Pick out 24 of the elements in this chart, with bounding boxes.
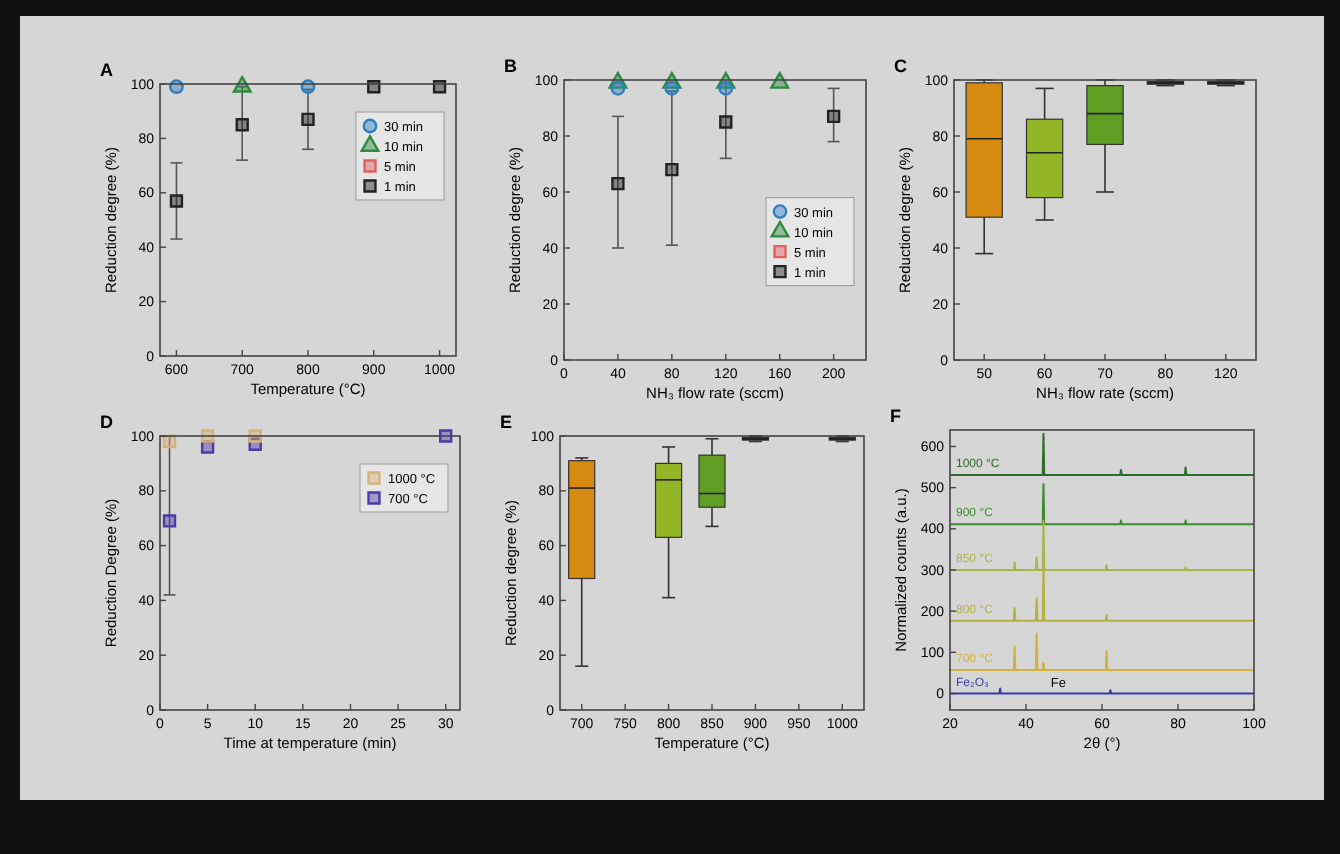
point [610, 81, 626, 96]
point [162, 514, 177, 528]
point [611, 176, 625, 191]
chart-title: F [890, 406, 902, 426]
chart-title: E [500, 412, 513, 432]
point [770, 71, 790, 89]
point [169, 194, 184, 208]
chart-title: C [894, 56, 908, 76]
point [439, 429, 453, 443]
line-series [949, 432, 1255, 476]
point [664, 81, 680, 96]
line-series [949, 632, 1255, 672]
point [719, 115, 733, 129]
point [235, 118, 249, 132]
point [718, 81, 734, 96]
chart-title: B [504, 56, 518, 76]
chart-title: D [100, 412, 114, 432]
point [232, 75, 252, 93]
point [826, 109, 841, 124]
point [248, 429, 262, 443]
point [200, 429, 215, 443]
point [301, 112, 315, 127]
chart-title: A [100, 60, 114, 80]
point [665, 162, 679, 177]
